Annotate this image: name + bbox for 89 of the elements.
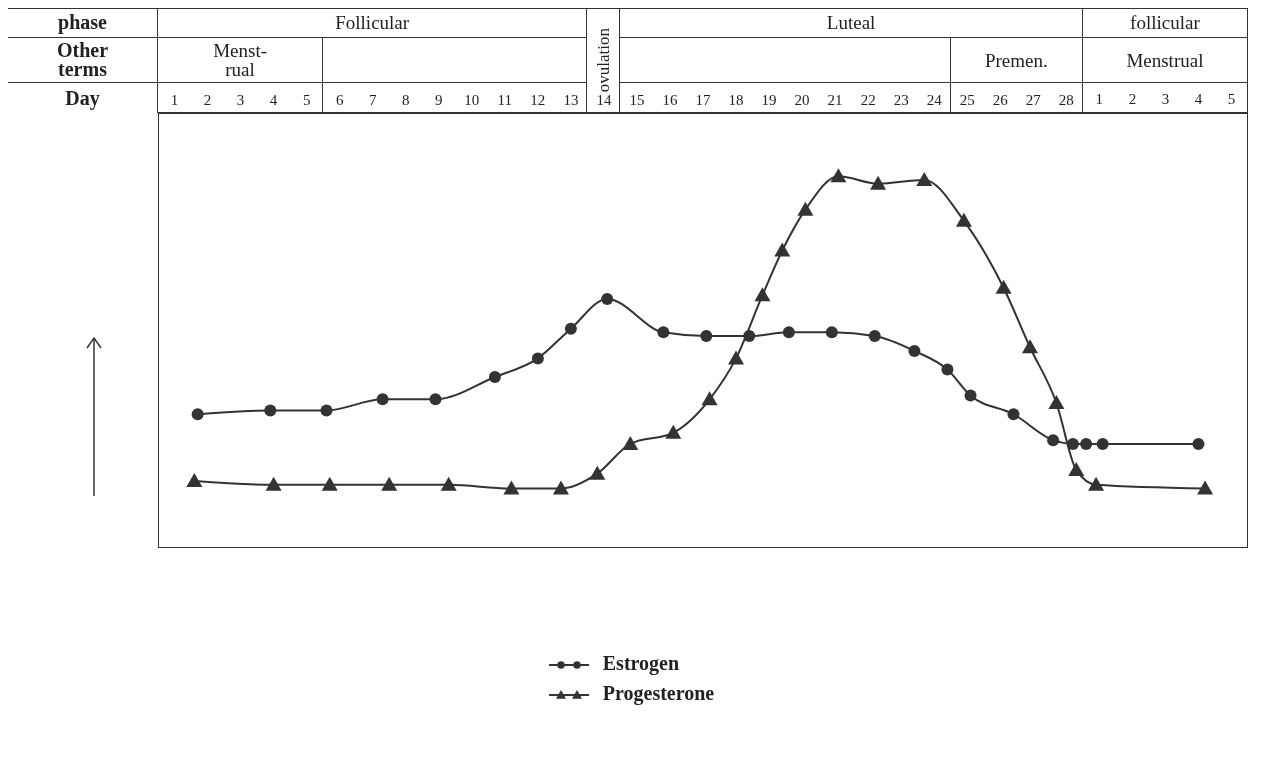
point xyxy=(601,292,614,305)
point xyxy=(955,212,972,227)
x-tick-label: 14 xyxy=(596,92,612,108)
point xyxy=(1048,395,1065,409)
point xyxy=(1007,408,1020,421)
x-tick-label: 12 xyxy=(530,92,546,108)
point xyxy=(941,363,954,376)
x-tick-label: 24 xyxy=(926,92,943,108)
text: Luteal xyxy=(620,8,1083,38)
point xyxy=(381,476,398,491)
x-tick-label: 16 xyxy=(662,92,678,108)
point xyxy=(440,476,457,491)
point xyxy=(1197,480,1214,495)
point xyxy=(782,326,795,339)
point xyxy=(964,389,977,402)
point xyxy=(700,330,713,343)
point xyxy=(1022,339,1038,354)
x-tick-label: 4 xyxy=(269,92,278,108)
point xyxy=(797,201,814,216)
point xyxy=(265,476,282,491)
point xyxy=(830,168,847,183)
point xyxy=(754,287,771,302)
point xyxy=(622,435,639,450)
point xyxy=(908,344,921,357)
point xyxy=(916,171,933,186)
text: Menst- rual xyxy=(158,38,324,83)
legend-label: Progesterone xyxy=(602,681,715,705)
x-tick-label: 23 xyxy=(893,92,909,108)
legend-label: Estrogen xyxy=(602,651,680,675)
x-tick-label: 25 xyxy=(959,92,975,108)
point xyxy=(376,393,389,406)
point xyxy=(774,242,791,257)
x-tick-label: 11 xyxy=(497,92,513,108)
text: Day xyxy=(8,83,158,113)
x-tick-label: 15 xyxy=(629,92,645,108)
text: follicular xyxy=(1082,8,1248,38)
point xyxy=(191,408,204,421)
point xyxy=(429,393,442,406)
point xyxy=(868,330,881,343)
point xyxy=(1066,437,1079,450)
point xyxy=(825,326,838,339)
point xyxy=(665,424,682,439)
point xyxy=(564,322,577,335)
point xyxy=(1047,434,1060,447)
text: ovulation xyxy=(593,27,613,93)
x-tick-label: 27 xyxy=(1025,92,1042,108)
x-tick-label: 7 xyxy=(368,92,377,108)
point xyxy=(1096,437,1109,450)
x-tick-label: 2 xyxy=(203,92,212,108)
point xyxy=(728,350,745,365)
point xyxy=(264,404,277,417)
x-tick-label: 26 xyxy=(992,92,1009,108)
x-tick-label: 5 xyxy=(302,92,311,108)
x-tick-label: 13 xyxy=(563,92,579,108)
x-tick-label: 3 xyxy=(236,92,245,108)
x-tick-label: 9 xyxy=(435,92,443,108)
point xyxy=(531,352,544,365)
point xyxy=(657,326,670,339)
point xyxy=(320,404,333,417)
point xyxy=(1192,437,1205,450)
x-tick-label: 28 xyxy=(1058,92,1074,108)
point xyxy=(1068,461,1085,476)
point xyxy=(186,473,203,488)
x-tick-label: 10 xyxy=(464,92,480,108)
point xyxy=(701,391,718,406)
x-tick-label: 1 xyxy=(170,92,179,108)
x-tick-label: 18 xyxy=(728,92,744,108)
point xyxy=(870,175,887,190)
x-tick-label: 21 xyxy=(827,92,843,108)
text: phase xyxy=(8,8,158,38)
point xyxy=(488,370,501,383)
text: Follicular xyxy=(158,8,588,38)
text: Premen. xyxy=(950,38,1083,83)
x-tick-label: 17 xyxy=(695,92,711,108)
point xyxy=(1088,476,1105,491)
point xyxy=(503,480,520,495)
point xyxy=(589,465,606,480)
point xyxy=(321,476,338,491)
point xyxy=(743,330,756,343)
x-tick-label: 20 xyxy=(794,92,810,108)
point xyxy=(552,480,569,495)
text: Menstrual xyxy=(1082,38,1248,83)
x-tick-label: 6 xyxy=(335,92,344,108)
point xyxy=(995,279,1012,294)
text: Other terms xyxy=(8,38,158,83)
x-tick-label: 19 xyxy=(761,92,777,108)
x-tick-label: 22 xyxy=(860,92,876,108)
point xyxy=(1080,437,1093,450)
x-tick-label: 8 xyxy=(401,92,410,108)
